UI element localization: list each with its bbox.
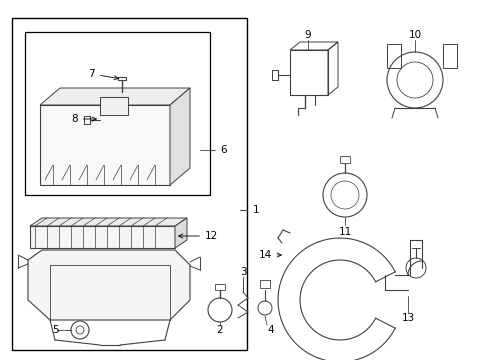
Text: 14: 14 bbox=[258, 250, 281, 260]
Bar bbox=[339, 156, 349, 163]
Text: 10: 10 bbox=[407, 30, 421, 40]
Bar bbox=[100, 97, 128, 115]
Text: 13: 13 bbox=[401, 313, 414, 323]
Text: 9: 9 bbox=[304, 30, 311, 40]
Bar bbox=[260, 280, 269, 288]
Text: 12: 12 bbox=[178, 231, 218, 241]
Text: 5: 5 bbox=[52, 325, 59, 335]
Text: 2: 2 bbox=[216, 325, 223, 335]
Bar bbox=[442, 44, 456, 68]
Polygon shape bbox=[170, 88, 190, 185]
Text: 7: 7 bbox=[88, 69, 118, 80]
Bar bbox=[215, 284, 224, 290]
Text: 4: 4 bbox=[266, 325, 273, 335]
Bar bbox=[289, 50, 327, 95]
Text: 8: 8 bbox=[71, 114, 96, 124]
Text: 11: 11 bbox=[338, 227, 351, 237]
Bar bbox=[40, 105, 170, 185]
Text: 3: 3 bbox=[239, 267, 246, 277]
Polygon shape bbox=[28, 250, 190, 320]
Polygon shape bbox=[30, 218, 186, 226]
Text: 1: 1 bbox=[252, 205, 259, 215]
Bar bbox=[30, 226, 175, 248]
Polygon shape bbox=[40, 88, 190, 105]
Bar bbox=[386, 44, 400, 68]
Polygon shape bbox=[175, 218, 186, 248]
Text: 6: 6 bbox=[220, 145, 226, 155]
Bar bbox=[12, 18, 246, 350]
Bar bbox=[25, 32, 209, 195]
